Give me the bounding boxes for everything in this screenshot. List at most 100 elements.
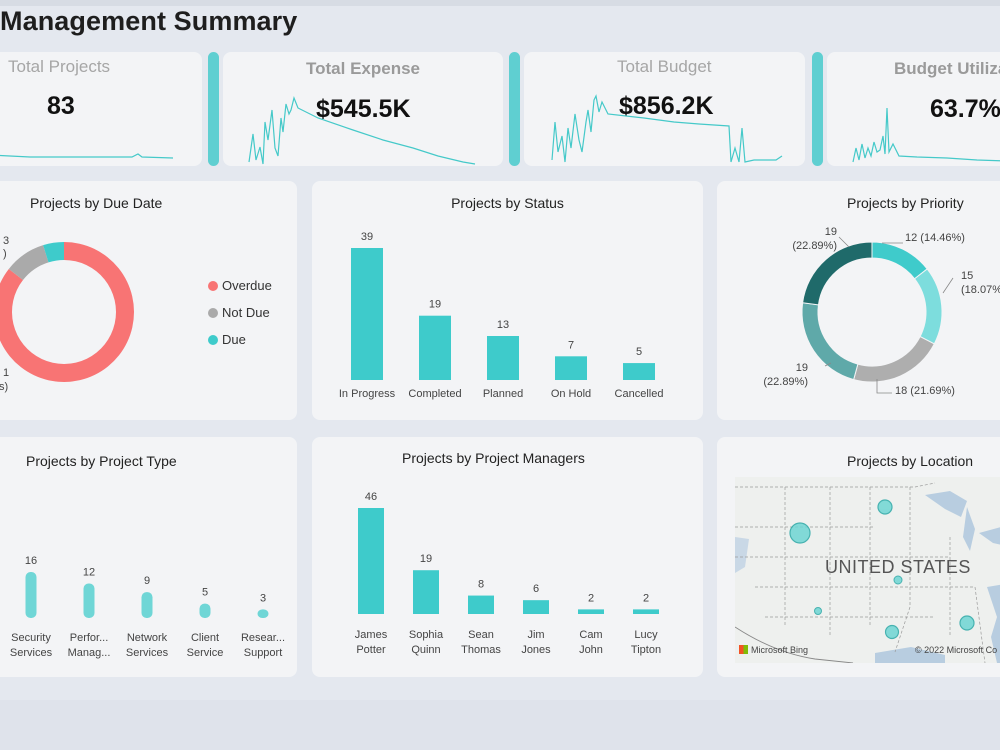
- location-bubble: [884, 624, 900, 640]
- bar-category-label: Jones: [521, 644, 551, 656]
- donut-slice: [802, 241, 873, 306]
- bar: [413, 570, 439, 614]
- page-title: Management Summary: [0, 6, 298, 36]
- donut-slice: [853, 335, 935, 383]
- kpi-label: Total Budget: [617, 57, 712, 76]
- location-bubble: [814, 607, 822, 615]
- bar-value-label: 19: [420, 553, 432, 565]
- legend-item-not-due[interactable]: Not Due: [208, 305, 270, 320]
- donut-slice: [801, 302, 859, 381]
- bottom-strip: [0, 700, 1000, 750]
- bar-category-label: Services: [10, 647, 53, 659]
- legend-dot: [208, 335, 218, 345]
- kpi-card-total-expense[interactable]: Total Expense $545.5K: [223, 52, 503, 166]
- bar-value-label: 3: [260, 592, 266, 604]
- bar-chart-project-type[interactable]: 16 Security Services 12 Perfor... Manag... 9 Ne…: [0, 437, 297, 677]
- legend-item-overdue[interactable]: Overdue: [208, 278, 272, 293]
- bar-value-label: 2: [588, 592, 594, 604]
- panel-projects-by-priority: Projects by Priority 12 (14.46%) 15 (18.07…: [717, 181, 1000, 420]
- legend-dot: [208, 281, 218, 291]
- legend-label: Overdue: [222, 278, 272, 293]
- donut-data-label: 19: [825, 226, 837, 238]
- bar: [419, 315, 451, 380]
- us-map[interactable]: UNITED STATES Microsoft Bing © 2022 Micr…: [735, 477, 1000, 663]
- panel-title: Projects by Location: [847, 453, 974, 469]
- location-bubble: [877, 499, 893, 515]
- kpi-card-budget-utilization[interactable]: Budget Utiliza 63.7%: [827, 52, 1000, 166]
- bar: [141, 592, 153, 618]
- bar-category-label: Manag...: [68, 647, 111, 659]
- bar-category-label: Cam: [579, 629, 602, 641]
- bar-value-label: 5: [636, 346, 642, 358]
- bar-chart-project-managers[interactable]: 46 James Potter 19 Sophia Quinn 8 Sean Thomas 6 Ji…: [312, 437, 703, 677]
- donut-slice: [913, 268, 943, 345]
- bar-value-label: 46: [365, 491, 377, 503]
- legend-label: Due: [222, 332, 246, 347]
- bar: [523, 600, 549, 614]
- location-bubble: [789, 522, 811, 544]
- leader-line: [838, 236, 850, 248]
- donut-data-label: 19: [796, 362, 808, 374]
- bar: [555, 356, 587, 380]
- legend-label: Not Due: [222, 305, 270, 320]
- legend-dot: [208, 308, 218, 318]
- donut-data-label: (22.89%): [763, 376, 808, 388]
- bar-category-label: Quinn: [411, 644, 440, 656]
- sparkline: [0, 153, 174, 159]
- kpi-label: Budget Utiliza: [894, 59, 1000, 78]
- leader-line: [876, 379, 892, 394]
- donut-data-label: 12 (14.46%): [905, 232, 965, 244]
- panel-projects-by-project-managers: Projects by Project Managers 46 James Pott…: [312, 437, 703, 677]
- donut-slice-due: [43, 242, 64, 263]
- legend-item-due[interactable]: Due: [208, 332, 246, 347]
- donut-label-fragment: 1: [3, 367, 10, 379]
- map-bubbles: [789, 499, 975, 640]
- donut-chart-priority[interactable]: 12 (14.46%) 15 (18.07% 18 (21.69%) 19 (22.89%…: [717, 181, 1000, 420]
- kpi-value: 83: [47, 92, 75, 120]
- kpi-accent-bar: [812, 52, 823, 166]
- panel-title: Projects by Due Date: [30, 195, 163, 211]
- bar-value-label: 6: [533, 583, 539, 595]
- kpi-card-total-budget[interactable]: Total Budget $856.2K: [524, 52, 805, 166]
- bar: [25, 572, 37, 618]
- location-bubble: [959, 615, 975, 631]
- bar-category-label: Sean: [468, 629, 494, 641]
- kpi-accent-bar: [509, 52, 520, 166]
- kpi-label: Total Expense: [306, 59, 420, 78]
- panel-projects-by-location: Projects by Location: [717, 437, 1000, 677]
- bar-category-label: Tipton: [631, 644, 661, 656]
- bar: [351, 248, 383, 380]
- bar-category-label: Support: [244, 647, 283, 659]
- bar: [83, 583, 95, 618]
- bar-category-label: Sophia: [409, 629, 444, 641]
- bar-value-label: 19: [429, 299, 441, 311]
- donut-chart-due-date[interactable]: [0, 181, 297, 420]
- bar-category-label: Cancelled: [615, 388, 664, 400]
- bar-category-label: In Progress: [339, 388, 396, 400]
- bar-value-label: 5: [202, 587, 208, 599]
- bar-category-label: Lucy: [634, 629, 658, 641]
- bar-value-label: 12: [83, 567, 95, 579]
- panel-projects-by-due-date: Projects by Due Date 3 ) 1 s) Overdue No…: [0, 181, 297, 420]
- leader-line: [824, 362, 832, 367]
- bar-category-label: Thomas: [461, 644, 501, 656]
- bar-value-label: 16: [25, 555, 37, 567]
- donut-label-fragment: 3: [3, 235, 10, 247]
- donut-data-label: (18.07%: [961, 284, 1000, 296]
- bar-category-label: Resear...: [241, 632, 285, 644]
- top-strip: [0, 0, 1000, 6]
- bar-category-label: Security: [11, 632, 51, 644]
- bar-chart-status[interactable]: 39 In Progress 19 Completed 13 Planned 7 On Hol…: [312, 181, 703, 420]
- bar: [633, 609, 659, 614]
- kpi-card-total-projects[interactable]: Total Projects 83: [0, 52, 202, 166]
- bar-category-label: Client: [191, 632, 219, 644]
- bar: [468, 595, 494, 614]
- panel-title: Projects by Priority: [847, 195, 964, 211]
- kpi-value: $856.2K: [619, 92, 714, 120]
- kpi-value: $545.5K: [316, 95, 411, 123]
- panel-title: Projects by Project Managers: [402, 450, 585, 466]
- bar-category-label: Jim: [527, 629, 544, 641]
- leader-line: [942, 277, 954, 294]
- bar: [578, 609, 604, 614]
- sparkline: [248, 96, 476, 165]
